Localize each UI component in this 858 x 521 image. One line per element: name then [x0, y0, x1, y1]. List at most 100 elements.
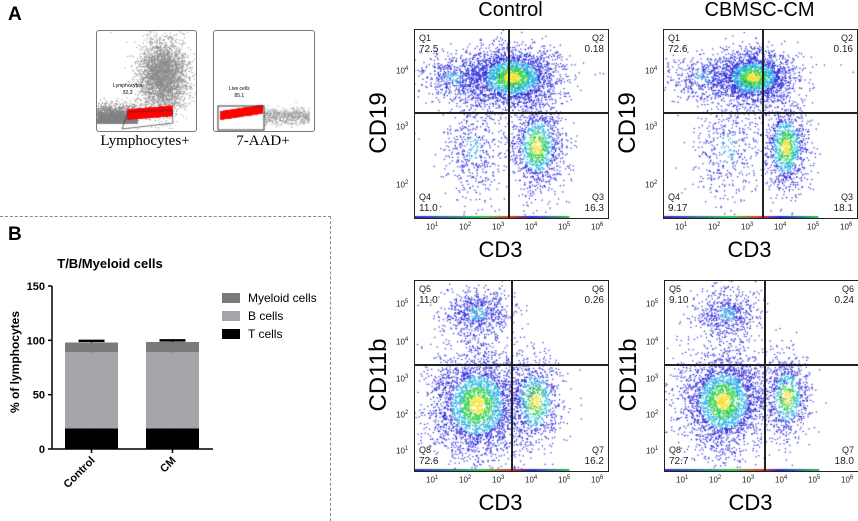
tick-exponent: 2	[467, 475, 472, 481]
tick-exponent: 4	[654, 337, 659, 343]
tick-base: 10	[708, 222, 717, 232]
tick-exponent: 4	[653, 66, 658, 72]
quadrant-label: Q7 18.0	[835, 445, 854, 467]
tick-exponent: 3	[404, 374, 409, 380]
flow-plot-title: CBMSC-CM	[704, 0, 815, 21]
x-tick-label: 104	[525, 475, 537, 485]
tick-base: 10	[775, 475, 784, 485]
y-tick-label: 104	[396, 66, 408, 76]
tick-exponent: 5	[566, 222, 571, 228]
x-tick-label: 103	[492, 222, 504, 232]
y-axis-label: CD19	[365, 92, 392, 154]
tick-exponent: 2	[653, 180, 658, 186]
tick-base: 10	[646, 374, 655, 384]
tick-exponent: 4	[533, 222, 538, 228]
panel-b-label: B	[8, 224, 22, 245]
x-tick-label: 105	[808, 475, 820, 485]
quadrant-name: Q4	[668, 192, 681, 202]
y-tick-label: 100	[27, 335, 45, 347]
tick-base: 10	[591, 475, 600, 485]
gate-name: Lymphocytes	[113, 83, 143, 89]
tick-base: 10	[742, 475, 751, 485]
gate-value: 32.3	[122, 90, 133, 96]
tick-exponent: 2	[654, 410, 659, 416]
tick-exponent: 3	[404, 122, 409, 128]
quadrant-label: Q3 16.3	[585, 192, 604, 214]
quadrant-label: Q8 72.7	[669, 445, 688, 467]
tick-base: 10	[459, 475, 468, 485]
x-tick-label: 106	[591, 222, 603, 232]
x-tick-label: 104	[525, 222, 537, 232]
tick-base: 10	[675, 222, 684, 232]
y-tick-label: 102	[645, 180, 657, 190]
y-tick-label: 150	[27, 281, 45, 293]
tick-exponent: 2	[717, 475, 722, 481]
x-tick-label: 105	[807, 222, 819, 232]
x-tick-label: 101	[426, 222, 438, 232]
quadrant-name: Q7	[841, 445, 854, 455]
x-tick-label: 102	[709, 475, 721, 485]
tick-exponent: 4	[782, 222, 787, 228]
quadrant-label: Q2 0.18	[585, 33, 604, 55]
tick-base: 10	[558, 222, 567, 232]
y-axis-label: % of lymphocytes	[8, 310, 22, 414]
tick-exponent: 5	[654, 299, 659, 305]
quadrant-divider-horizontal	[415, 364, 608, 366]
tick-base: 10	[646, 446, 655, 456]
y-axis-label: CD11b	[365, 338, 392, 412]
tick-base: 10	[426, 222, 435, 232]
legend-item: B cells	[222, 309, 283, 323]
y-tick-label: 50	[33, 390, 45, 402]
y-axis-label: CD19	[614, 92, 641, 154]
bar-segment-b-cells	[146, 352, 199, 429]
tick-exponent: 3	[653, 122, 658, 128]
quadrant-percentage: 0.18	[584, 44, 604, 55]
tick-base: 10	[525, 222, 534, 232]
quadrant-name: Q6	[841, 284, 854, 294]
legend-label: T cells	[248, 327, 283, 341]
gate-caption: Lymphocytes+	[100, 133, 190, 149]
y-tick-label: 102	[396, 180, 408, 190]
y-tick-label: 0	[39, 444, 45, 456]
quadrant-name: Q3	[840, 192, 853, 202]
bar-segment-myeloid-cells	[146, 341, 199, 353]
tick-exponent: 2	[716, 222, 721, 228]
tick-base: 10	[646, 337, 655, 347]
tick-base: 10	[676, 475, 685, 485]
legend-swatch	[222, 311, 240, 321]
quadrant-name: Q2	[591, 33, 604, 43]
quadrant-percentage: 72.6	[419, 456, 439, 467]
tick-exponent: 3	[500, 222, 505, 228]
tick-base: 10	[645, 66, 654, 76]
quadrant-divider-vertical	[508, 30, 510, 218]
quadrant-percentage: 18.1	[833, 203, 853, 214]
gate-label: Lymphocytes 32.3	[113, 83, 142, 97]
x-axis-label: CD3	[727, 237, 772, 262]
quadrant-name: Q1	[419, 33, 432, 43]
y-tick-label: 103	[645, 122, 657, 132]
tick-base: 10	[396, 180, 405, 190]
y-tick-label: 103	[396, 374, 408, 384]
quadrant-divider-vertical	[762, 30, 764, 218]
tick-exponent: 3	[500, 475, 505, 481]
tick-exponent: 5	[815, 222, 820, 228]
quadrant-divider-vertical	[764, 281, 766, 471]
legend-item: T cells	[222, 327, 282, 341]
y-tick-label: 102	[646, 410, 658, 420]
quadrant-percentage: 72.6	[668, 44, 688, 55]
gate-name: Live cells	[229, 86, 250, 92]
y-tick-label: 104	[645, 66, 657, 76]
panel-divider-horizontal	[0, 216, 331, 217]
y-tick-label: 102	[396, 410, 408, 420]
gate-value: 85.1	[234, 93, 245, 99]
quadrant-divider-horizontal	[415, 112, 608, 114]
tick-exponent: 5	[566, 475, 571, 481]
tick-base: 10	[492, 222, 501, 232]
x-tick-label: 103	[741, 222, 753, 232]
quadrant-percentage: 16.3	[584, 203, 604, 214]
tick-base: 10	[426, 475, 435, 485]
flow-scatter-plot: Q1 72.5 Q2 0.18 Q3 16.3 Q4 11.0	[414, 29, 609, 219]
quadrant-label: Q6 0.24	[835, 284, 854, 306]
tick-exponent: 1	[434, 475, 439, 481]
x-tick-label: 102	[459, 222, 471, 232]
